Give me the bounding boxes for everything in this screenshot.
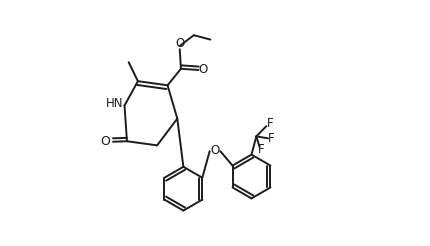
Text: HN: HN <box>106 97 123 110</box>
Text: F: F <box>267 117 273 130</box>
Text: O: O <box>175 37 184 50</box>
Text: F: F <box>268 132 275 145</box>
Text: O: O <box>199 63 208 77</box>
Text: F: F <box>258 143 264 156</box>
Text: O: O <box>210 144 220 157</box>
Text: O: O <box>100 135 110 148</box>
